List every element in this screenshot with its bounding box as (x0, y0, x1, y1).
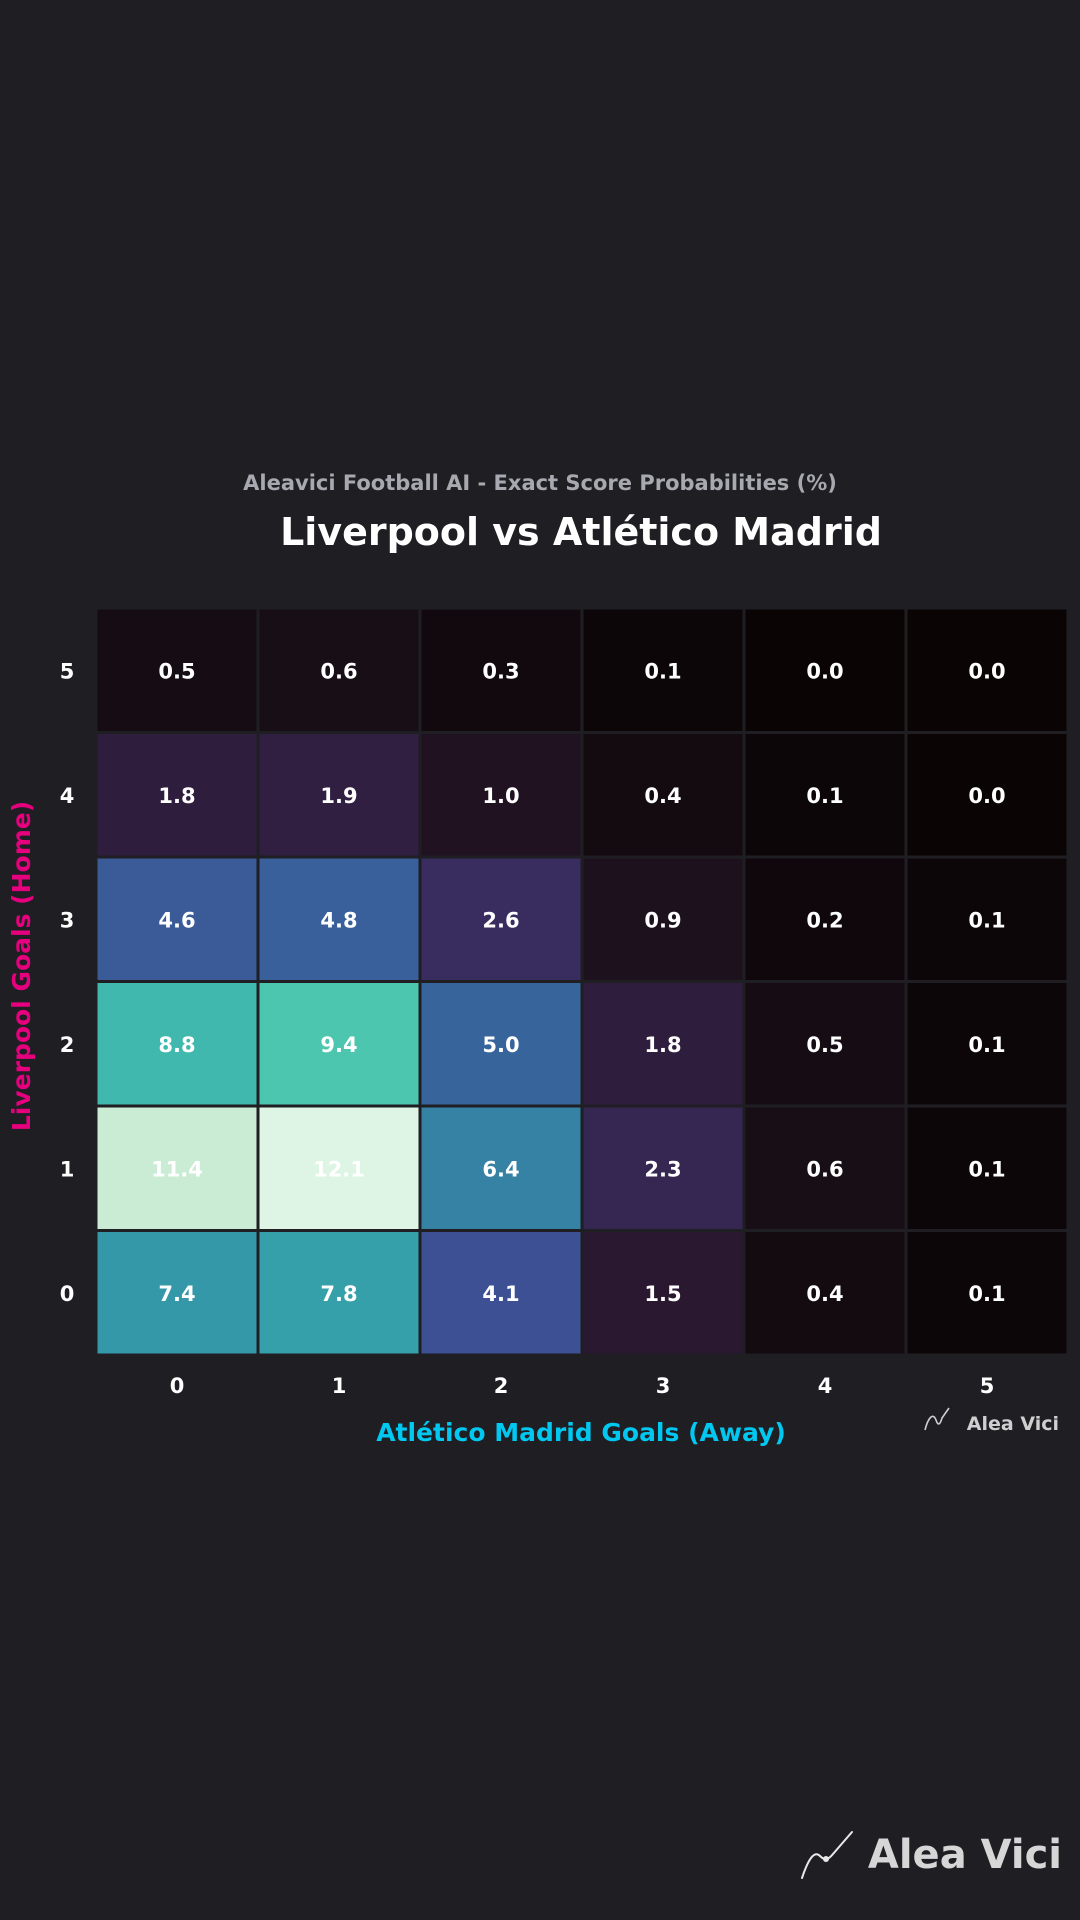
x-tick-label: 4 (818, 1374, 833, 1398)
heatmap-cell-label: 0.1 (968, 908, 1005, 932)
heatmap-cell-label: 0.6 (806, 1157, 843, 1181)
heatmap-cell-label: 1.8 (644, 1033, 681, 1057)
heatmap-cell-label: 1.0 (482, 784, 519, 808)
heatmap-cell-label: 0.3 (482, 659, 519, 683)
heatmap-cell-label: 0.5 (806, 1033, 843, 1057)
heatmap-cell-label: 9.4 (320, 1033, 357, 1057)
heatmap-cell-home3-away2 (418, 855, 584, 983)
x-tick-label: 1 (332, 1374, 347, 1398)
heatmap-cell-label: 7.8 (320, 1282, 357, 1306)
heatmap-cell-label: 0.5 (158, 659, 195, 683)
heatmap-cell-home2-away0 (94, 980, 260, 1108)
heatmap-cell-home5-away5 (904, 606, 1070, 734)
heatmap-cell-label: 1.9 (320, 784, 357, 808)
heatmap-cell-home0-away4 (742, 1229, 908, 1357)
heatmap-cell-home2-away4 (742, 980, 908, 1108)
heatmap-cell-label: 8.8 (158, 1033, 195, 1057)
heatmap-cell-home3-away5 (904, 855, 1070, 983)
heatmap-cell-label: 2.3 (644, 1157, 681, 1181)
heatmap-cell-label: 0.6 (320, 659, 357, 683)
heatmap-cells: 7.4 7.8 4.1 1.5 0.4 0.1 11.4 12.1 6.4 2.3 0.6 0.1 8.… (94, 606, 1070, 1357)
y-tick-label: 3 (60, 908, 75, 932)
heatmap-cell-label: 0.1 (968, 1033, 1005, 1057)
heatmap-cell-label: 0.1 (806, 784, 843, 808)
y-tick-label: 5 (60, 659, 75, 683)
y-tick-label: 4 (60, 784, 75, 808)
brand-logo-text: Alea Vici (867, 1832, 1062, 1878)
heatmap-cell-label: 4.1 (482, 1282, 519, 1306)
heatmap-cell-home4-away2 (418, 731, 584, 859)
heatmap-cell-label: 1.5 (644, 1282, 681, 1306)
heatmap-cell-home5-away0 (94, 606, 260, 734)
heatmap-cell-home1-away5 (904, 1104, 1070, 1232)
heatmap-cell-home3-away0 (94, 855, 260, 983)
y-tick-label: 2 (60, 1033, 75, 1057)
x-tick-label: 2 (494, 1374, 509, 1398)
brush-swoosh-icon (924, 1407, 950, 1431)
heatmap-cell-home1-away0 (94, 1104, 260, 1232)
heatmap-cell-home3-away1 (256, 855, 422, 983)
heatmap-cell-label: 4.8 (320, 908, 357, 932)
x-tick-label: 5 (980, 1374, 995, 1398)
brand-logo: Alea Vici (800, 1830, 1062, 1880)
brush-swoosh-icon (800, 1831, 853, 1879)
heatmap-cell-home3-away4 (742, 855, 908, 983)
x-tick-label: 3 (656, 1374, 671, 1398)
y-axis-label: Liverpool Goals (Home) (7, 801, 36, 1131)
heatmap-cell-home2-away3 (580, 980, 746, 1108)
heatmap-cell-label: 5.0 (482, 1033, 519, 1057)
heatmap-cell-label: 0.2 (806, 908, 843, 932)
heatmap-cell-label: 1.8 (158, 784, 195, 808)
heatmap-cell-home4-away5 (904, 731, 1070, 859)
heatmap-cell-home1-away3 (580, 1104, 746, 1232)
heatmap-cell-home5-away4 (742, 606, 908, 734)
heatmap-cell-home2-away5 (904, 980, 1070, 1108)
heatmap-cell-home5-away3 (580, 606, 746, 734)
heatmap-cell-label: 6.4 (482, 1157, 519, 1181)
x-tick-labels: 0 1 2 3 4 5 (170, 1374, 995, 1398)
heatmap-cell-label: 0.0 (806, 659, 843, 683)
y-tick-label: 0 (60, 1282, 75, 1306)
heatmap-cell-label: 0.0 (968, 784, 1005, 808)
heatmap-cell-label: 12.1 (313, 1157, 365, 1181)
x-tick-label: 0 (170, 1374, 185, 1398)
chart-subtitle: Aleavici Football AI - Exact Score Proba… (243, 471, 837, 495)
heatmap-cell-label: 0.9 (644, 908, 681, 932)
heatmap-cell-label: 0.1 (968, 1282, 1005, 1306)
heatmap-cell-label: 0.1 (644, 659, 681, 683)
heatmap-cell-label: 2.6 (482, 908, 519, 932)
heatmap-cell-label: 0.4 (806, 1282, 843, 1306)
heatmap-cell-home0-away1 (256, 1229, 422, 1357)
y-tick-label: 1 (60, 1157, 75, 1181)
small-watermark: Alea Vici (924, 1407, 1059, 1435)
heatmap-cell-home0-away0 (94, 1229, 260, 1357)
heatmap-cell-home0-away5 (904, 1229, 1070, 1357)
chart-title: Liverpool vs Atlético Madrid (280, 510, 882, 554)
heatmap-cell-label: 0.0 (968, 659, 1005, 683)
heatmap-cell-label: 0.4 (644, 784, 681, 808)
heatmap-cell-home1-away2 (418, 1104, 584, 1232)
heatmap-cell-home4-away0 (94, 731, 260, 859)
y-tick-labels: 0 1 2 3 4 5 (60, 659, 75, 1306)
heatmap-cell-label: 11.4 (151, 1157, 203, 1181)
heatmap-cell-label: 7.4 (158, 1282, 195, 1306)
watermark-small-text: Alea Vici (967, 1413, 1059, 1435)
heatmap-cell-home4-away3 (580, 731, 746, 859)
heatmap-cell-label: 4.6 (158, 908, 195, 932)
x-axis-label: Atlético Madrid Goals (Away) (376, 1418, 786, 1447)
heatmap-cell-label: 0.1 (968, 1157, 1005, 1181)
heatmap-cell-home1-away1 (256, 1104, 422, 1232)
heatmap-cell-home4-away4 (742, 731, 908, 859)
